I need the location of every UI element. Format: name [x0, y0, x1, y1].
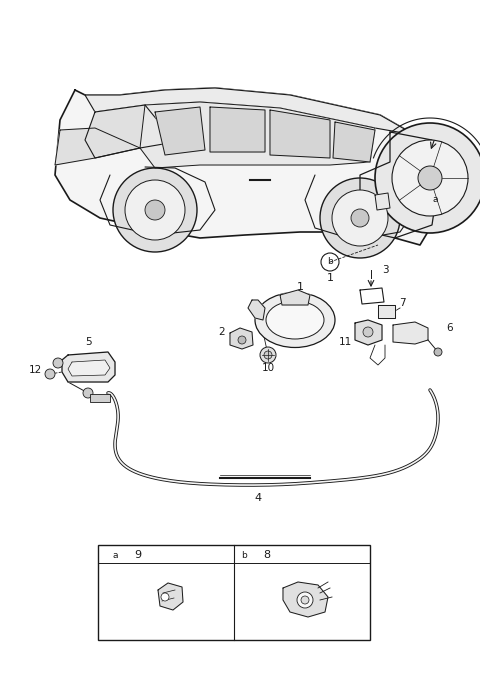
Text: 9: 9	[134, 550, 142, 560]
Circle shape	[332, 190, 388, 246]
Text: 2: 2	[219, 327, 225, 337]
Text: a: a	[432, 195, 438, 205]
Circle shape	[260, 347, 276, 363]
Polygon shape	[210, 107, 265, 152]
Text: 12: 12	[28, 365, 42, 375]
Circle shape	[125, 180, 185, 240]
Polygon shape	[55, 128, 140, 165]
Polygon shape	[55, 88, 438, 245]
Polygon shape	[355, 320, 382, 345]
Text: 4: 4	[254, 493, 262, 503]
Text: 3: 3	[382, 265, 388, 275]
Text: 1: 1	[326, 273, 334, 283]
Polygon shape	[333, 122, 375, 162]
Polygon shape	[248, 300, 265, 320]
Ellipse shape	[255, 292, 335, 348]
Polygon shape	[62, 352, 115, 382]
Circle shape	[145, 200, 165, 220]
Polygon shape	[393, 322, 428, 344]
Polygon shape	[155, 107, 205, 155]
Polygon shape	[270, 110, 330, 158]
Circle shape	[363, 327, 373, 337]
Circle shape	[375, 123, 480, 233]
Circle shape	[264, 351, 272, 359]
Polygon shape	[140, 102, 375, 168]
Polygon shape	[68, 360, 110, 376]
Polygon shape	[230, 328, 253, 349]
Text: a: a	[112, 551, 118, 559]
Text: 7: 7	[399, 298, 405, 308]
Text: 11: 11	[338, 337, 352, 347]
Circle shape	[113, 168, 197, 252]
Text: 1: 1	[297, 282, 303, 292]
Circle shape	[83, 388, 93, 398]
Text: 8: 8	[264, 550, 271, 560]
Text: b: b	[241, 551, 247, 559]
Polygon shape	[283, 582, 328, 617]
FancyBboxPatch shape	[90, 394, 110, 402]
Circle shape	[238, 336, 246, 344]
Circle shape	[301, 596, 309, 604]
Circle shape	[418, 166, 442, 190]
Polygon shape	[378, 305, 395, 318]
Circle shape	[351, 209, 369, 227]
Polygon shape	[85, 88, 415, 135]
Polygon shape	[85, 105, 175, 158]
Polygon shape	[280, 290, 310, 305]
Polygon shape	[375, 193, 390, 210]
Text: 6: 6	[447, 323, 453, 333]
Text: b: b	[327, 258, 333, 266]
Circle shape	[434, 348, 442, 356]
Circle shape	[161, 593, 169, 601]
Text: 10: 10	[262, 363, 275, 373]
Bar	[98, 545, 370, 640]
Circle shape	[45, 369, 55, 379]
Circle shape	[297, 592, 313, 608]
Text: 5: 5	[84, 337, 91, 347]
Polygon shape	[158, 583, 183, 610]
Ellipse shape	[266, 301, 324, 339]
Circle shape	[392, 140, 468, 216]
Circle shape	[53, 358, 63, 368]
Circle shape	[320, 178, 400, 258]
